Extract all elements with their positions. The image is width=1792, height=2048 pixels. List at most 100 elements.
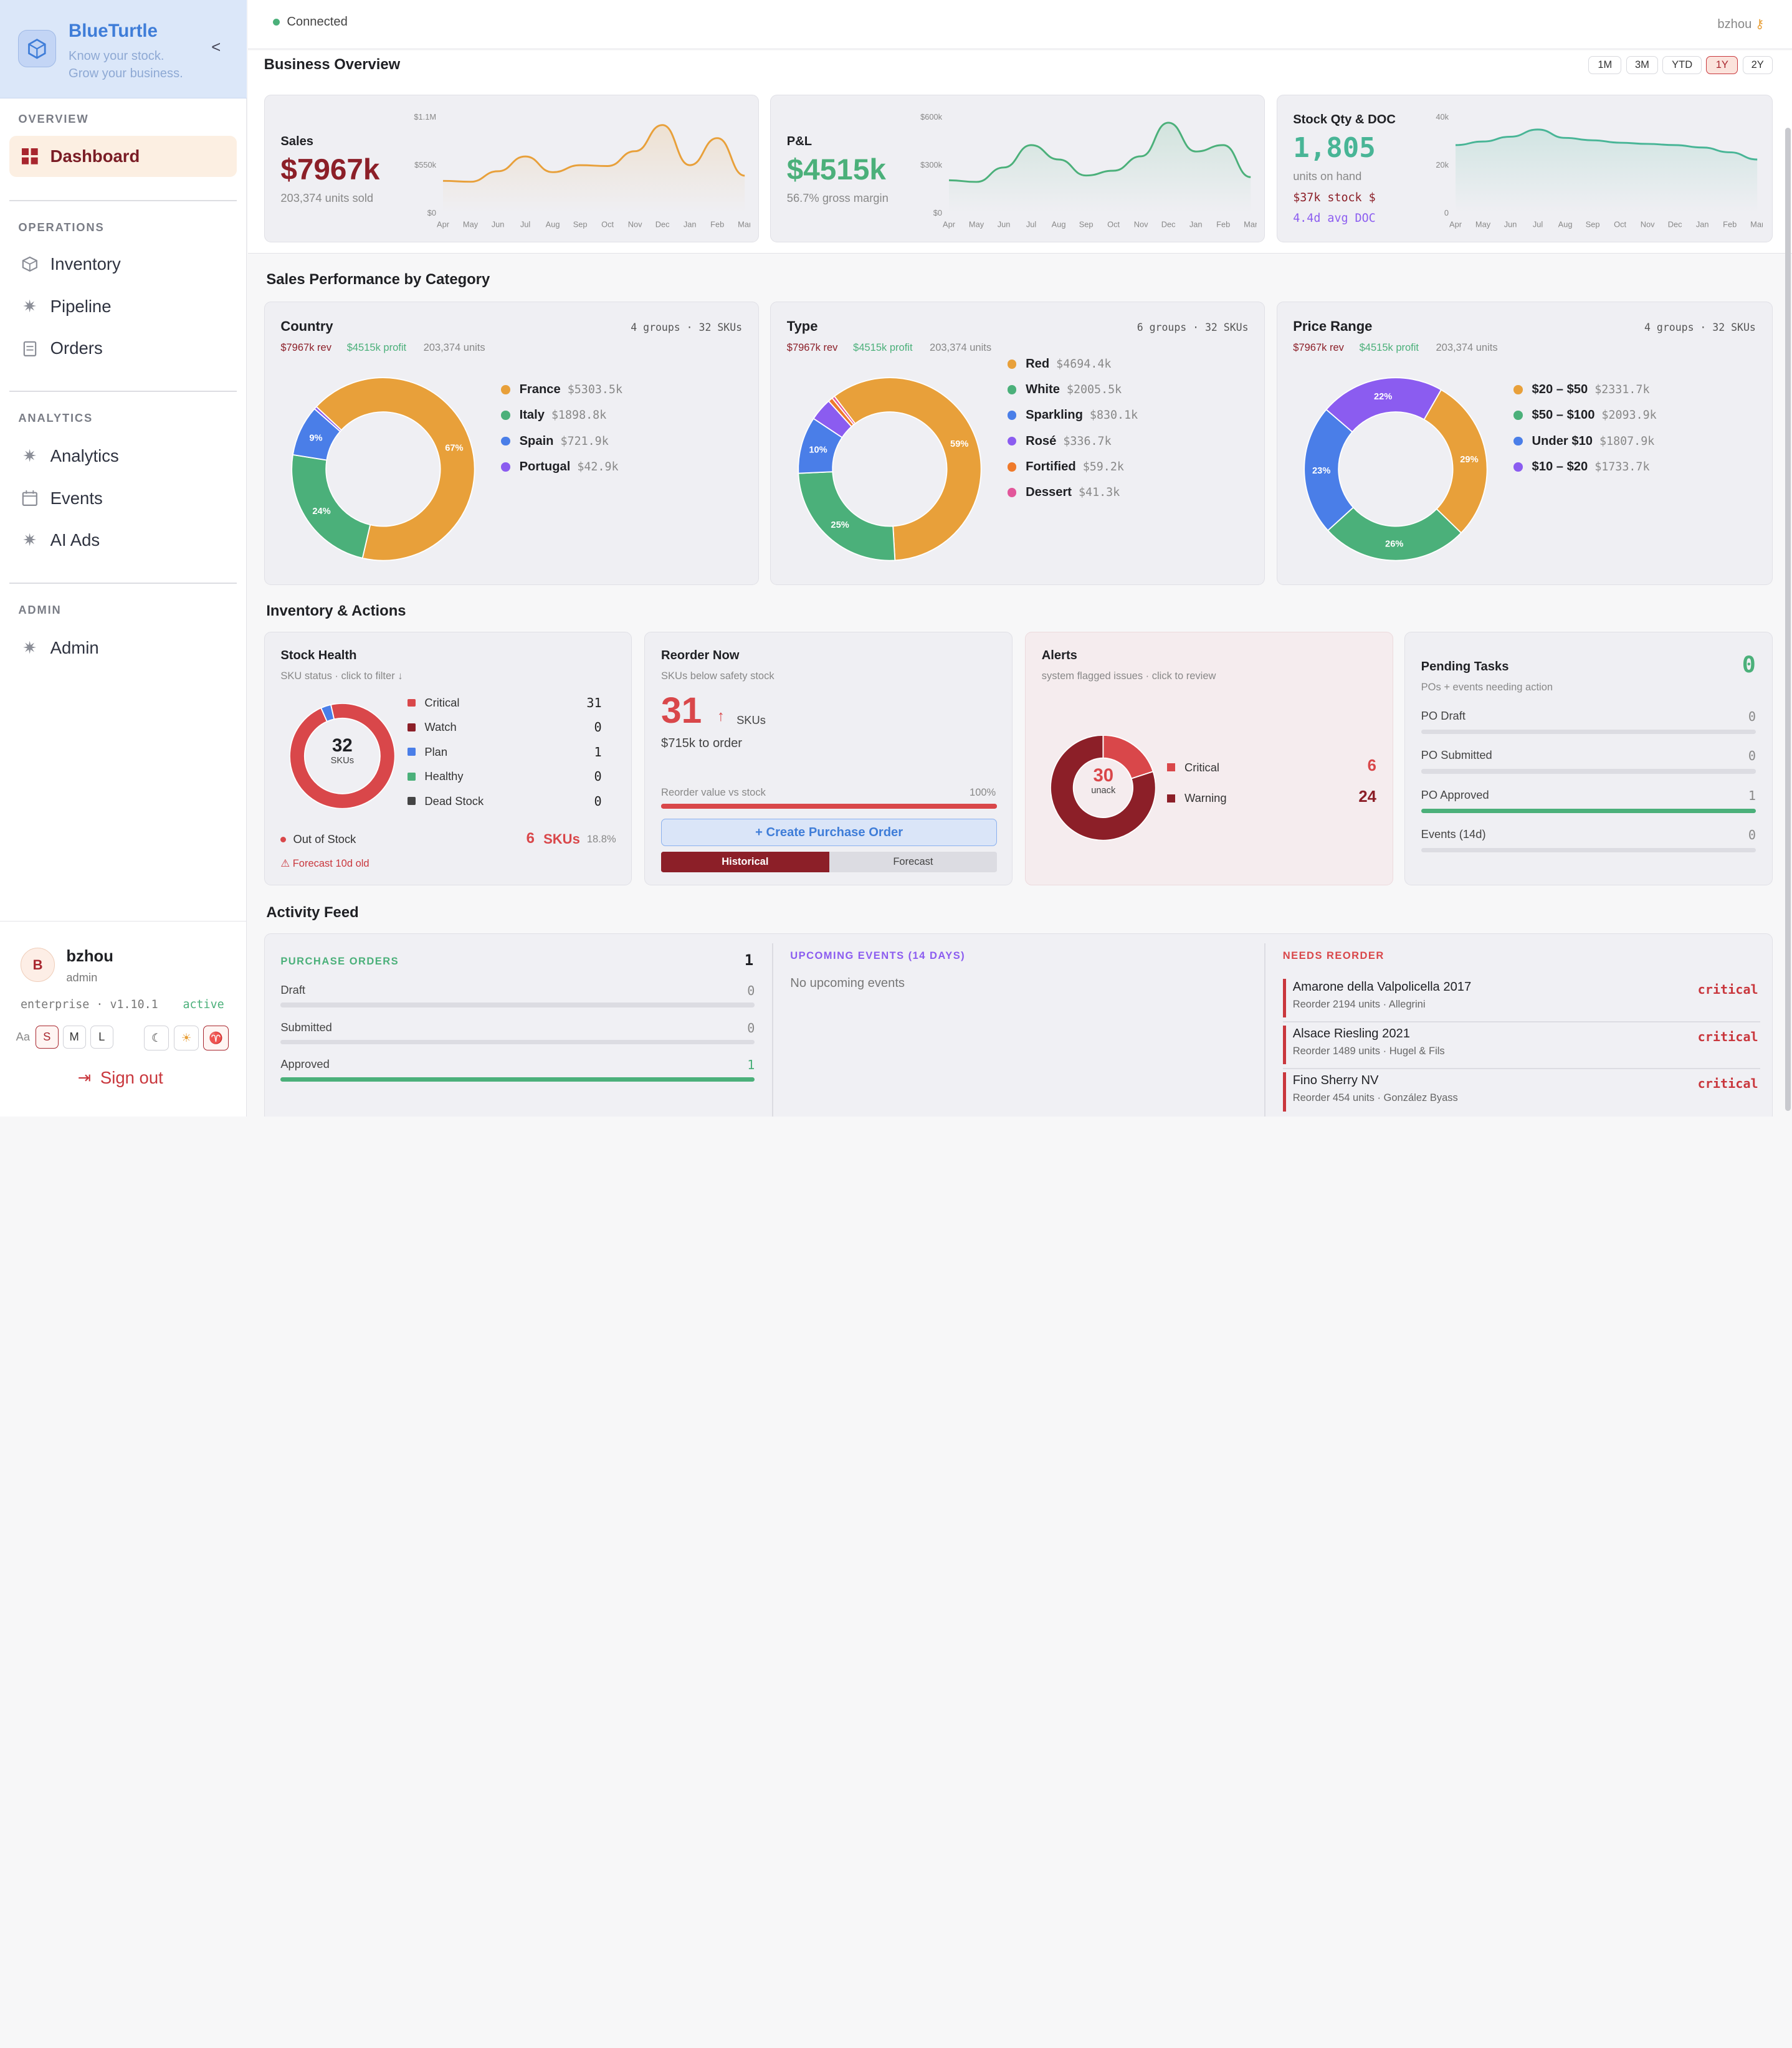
light-theme-button[interactable]: ☀ [173,1026,199,1051]
sign-out-button[interactable]: ⇥ Sign out [78,1068,163,1088]
health-row[interactable]: Plan 1 [407,745,602,760]
country-card[interactable]: Country 4 groups · 32 SKUs $7967k rev $4… [264,302,759,585]
oos-pct: 18.8% [586,833,616,845]
task-row[interactable]: PO Approved 1 [1421,788,1756,803]
alerts-warning-row[interactable]: Warning [1167,791,1227,805]
type-card[interactable]: Type 6 groups · 32 SKUs $7967k rev $4515… [770,302,1265,585]
sidebar-item-events[interactable]: Events [9,478,237,519]
sidebar-item-pipeline[interactable]: ✷ Pipeline [9,286,237,327]
range-1y-button[interactable]: 1Y [1706,55,1738,75]
health-slice[interactable] [320,703,335,723]
donut-slice[interactable] [291,454,371,559]
range-1m-button[interactable]: 1M [1588,55,1622,75]
reorder-item-sub: Reorder 2194 units · Allegrini [1292,999,1426,1011]
health-row[interactable]: Healthy 0 [407,769,602,784]
legend-swatch [1007,488,1017,497]
donut-slice[interactable] [1325,377,1442,433]
legend-swatch [1513,462,1523,472]
reorder-card[interactable]: Reorder Now SKUs below safety stock 31 ↑… [644,632,1013,886]
collapse-sidebar-button[interactable]: < [211,39,221,57]
reorder-count: 31 [661,690,702,731]
sidebar-item-dashboard[interactable]: Dashboard [9,136,237,178]
pending-tasks-card[interactable]: Pending Tasks 0 POs + events needing act… [1404,632,1773,886]
kpi-sub: 56.7% gross margin [786,191,889,205]
column-divider [771,943,773,1117]
donut-slice[interactable] [831,395,856,426]
donut-slice[interactable] [1303,409,1355,531]
donut-slice[interactable] [1423,389,1488,534]
legend-item[interactable]: Portugal $42.9k [501,460,619,474]
alerts-card[interactable]: Alerts system flagged issues · click to … [1025,632,1393,886]
legend-item[interactable]: Spain $721.9k [501,434,609,449]
stock-health-card[interactable]: Stock Health SKU status · click to filte… [264,632,632,886]
po-row[interactable]: Approved 1 [280,1057,755,1072]
task-row[interactable]: PO Draft 0 [1421,709,1756,724]
legend-swatch [1513,411,1523,421]
legend-item[interactable]: $20 – $50 $2331.7k [1513,383,1649,397]
reorder-item[interactable]: Alsace Riesling 2021 Reorder 1489 units ·… [1282,1026,1758,1065]
legend-value: $5303.5k [567,383,622,396]
health-row[interactable]: Dead Stock 0 [407,794,602,809]
health-center-value: 32 [332,735,353,756]
x-tick-label: Jul [520,219,530,229]
tab-forecast[interactable]: Forecast [829,852,998,873]
task-row[interactable]: Events (14d) 0 [1421,827,1756,842]
reorder-item-sub: Reorder 454 units · González Byass [1292,1092,1458,1104]
sidebar-item-admin[interactable]: ✷ Admin [9,627,237,669]
health-label: Healthy [424,769,464,783]
donut-slice[interactable] [1327,507,1462,561]
top-user[interactable]: bzhou ⚷ [1717,16,1764,32]
legend-item[interactable]: France $5303.5k [501,383,622,397]
legend-item[interactable]: Fortified $59.2k [1007,460,1124,474]
donut-slice[interactable] [798,471,896,561]
legend-item[interactable]: Red $4694.4k [1007,357,1111,371]
health-row[interactable]: Watch 0 [407,720,602,735]
legend-item[interactable]: White $2005.5k [1007,383,1122,397]
sidebar-item-ai-ads[interactable]: ✷ AI Ads [9,520,237,561]
sidebar-item-inventory[interactable]: Inventory [9,244,237,285]
po-bar-track [280,1040,755,1045]
po-row[interactable]: Submitted 0 [280,1021,755,1036]
y-tick-label: $0 [427,208,436,217]
sidebar-item-orders[interactable]: Orders [9,328,237,369]
legend-item[interactable]: Under $10 $1807.9k [1513,434,1654,449]
reorder-item[interactable]: Amarone della Valpolicella 2017 Reorder 2… [1282,978,1758,1018]
sales-card[interactable]: Sales $7967k 203,374 units sold $1.1M $55… [264,95,759,242]
legend-item[interactable]: $50 – $100 $2093.9k [1513,408,1657,422]
create-purchase-order-button[interactable]: + Create Purchase Order [661,819,998,847]
font-size-medium-button[interactable]: M [62,1026,86,1049]
legend-item[interactable]: Sparkling $830.1k [1007,408,1138,422]
range-ytd-button[interactable]: YTD [1662,55,1702,75]
range-3m-button[interactable]: 3M [1626,55,1659,75]
legend-name: Sparkling [1026,408,1083,422]
range-2y-button[interactable]: 2Y [1742,55,1773,75]
health-row[interactable]: Critical 31 [407,695,602,710]
scrollbar[interactable] [1785,128,1791,1111]
dark-theme-button[interactable]: ☾ [144,1026,169,1051]
alert-slice[interactable] [1051,735,1156,841]
stock-card[interactable]: Stock Qty & DOC 1,805 units on hand $37k… [1276,95,1773,242]
wine-theme-button[interactable]: ♈ [203,1026,229,1051]
tab-historical[interactable]: Historical [661,852,829,873]
out-of-stock-row[interactable]: Out of Stock [280,832,356,846]
po-row[interactable]: Draft 0 [280,983,755,998]
price-range-card[interactable]: Price Range 4 groups · 32 SKUs $7967k re… [1276,302,1773,585]
avatar[interactable]: B [21,948,55,983]
donut-slice[interactable] [833,377,982,561]
legend-item[interactable]: $10 – $20 $1733.7k [1513,460,1649,474]
reorder-item[interactable]: Fino Sherry NV Reorder 454 units · Gonzál… [1282,1072,1758,1112]
health-slice[interactable] [289,703,395,809]
sidebar-item-analytics[interactable]: ✷ Analytics [9,436,237,477]
alerts-critical-row[interactable]: Critical [1167,761,1219,774]
pl-card[interactable]: P&L $4515k 56.7% gross margin $600k $300k… [770,95,1265,242]
legend-item[interactable]: Dessert $41.3k [1007,485,1120,500]
donut-slice[interactable] [315,377,475,561]
task-row[interactable]: PO Submitted 0 [1421,748,1756,763]
font-size-small-button[interactable]: S [35,1026,59,1049]
donut-slice[interactable] [313,406,343,432]
legend-item[interactable]: Italy $1898.8k [501,408,606,422]
health-swatch [407,698,416,707]
font-size-large-button[interactable]: L [90,1026,113,1049]
legend-item[interactable]: Rosé $336.7k [1007,434,1112,449]
user-role: admin [66,971,98,984]
